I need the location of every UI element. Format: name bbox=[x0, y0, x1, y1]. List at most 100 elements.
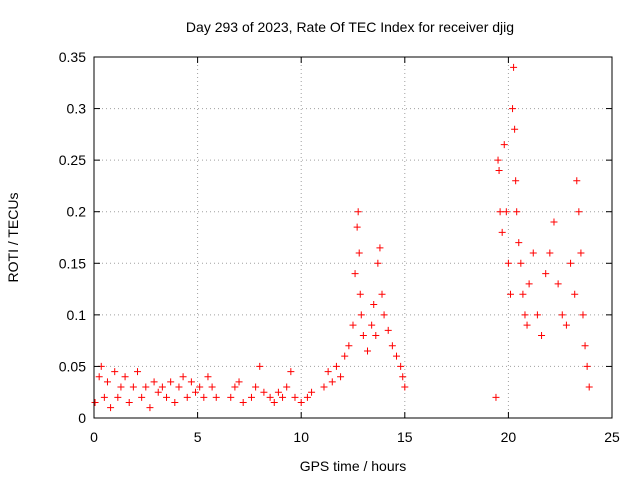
data-point bbox=[354, 208, 362, 216]
data-point bbox=[401, 383, 409, 391]
data-point bbox=[356, 290, 364, 298]
data-point bbox=[303, 393, 311, 401]
data-point bbox=[117, 383, 125, 391]
data-point bbox=[517, 259, 525, 267]
data-point bbox=[525, 280, 533, 288]
data-point bbox=[125, 399, 133, 407]
y-tick-label: 0.1 bbox=[67, 307, 87, 323]
data-point bbox=[297, 399, 305, 407]
data-point bbox=[183, 393, 191, 401]
data-point bbox=[562, 321, 570, 329]
data-point bbox=[571, 290, 579, 298]
x-tick-label: 10 bbox=[293, 429, 309, 445]
y-tick-label: 0.35 bbox=[59, 49, 86, 65]
x-tick-label: 20 bbox=[501, 429, 517, 445]
data-point bbox=[121, 373, 129, 381]
data-point bbox=[359, 331, 367, 339]
data-point bbox=[506, 290, 514, 298]
x-tick-label: 25 bbox=[604, 429, 620, 445]
data-point bbox=[512, 177, 520, 185]
data-point bbox=[270, 399, 278, 407]
y-tick-label: 0.05 bbox=[59, 358, 86, 374]
data-point bbox=[212, 393, 220, 401]
data-point bbox=[187, 378, 195, 386]
data-point bbox=[167, 378, 175, 386]
data-point bbox=[138, 393, 146, 401]
data-point bbox=[393, 352, 401, 360]
data-point bbox=[150, 378, 158, 386]
plot-frame bbox=[93, 56, 613, 419]
data-point bbox=[345, 342, 353, 350]
data-point bbox=[114, 393, 122, 401]
data-point bbox=[494, 156, 502, 164]
data-point bbox=[583, 362, 591, 370]
data-point bbox=[247, 393, 255, 401]
data-point bbox=[368, 321, 376, 329]
data-point bbox=[515, 239, 523, 247]
data-point bbox=[328, 378, 336, 386]
data-point bbox=[577, 249, 585, 257]
data-point bbox=[364, 347, 372, 355]
data-point bbox=[341, 352, 349, 360]
data-point bbox=[163, 393, 171, 401]
data-point bbox=[196, 383, 204, 391]
data-point bbox=[154, 388, 162, 396]
data-point bbox=[227, 393, 235, 401]
data-point bbox=[231, 383, 239, 391]
data-point bbox=[546, 249, 554, 257]
data-point bbox=[107, 404, 115, 412]
data-point bbox=[308, 388, 316, 396]
data-point bbox=[397, 362, 405, 370]
data-point bbox=[529, 249, 537, 257]
data-point bbox=[171, 399, 179, 407]
data-point bbox=[252, 383, 260, 391]
data-point bbox=[287, 368, 295, 376]
data-points bbox=[91, 63, 593, 412]
data-point bbox=[380, 311, 388, 319]
data-point bbox=[111, 368, 119, 376]
data-point bbox=[509, 105, 517, 113]
data-point bbox=[533, 311, 541, 319]
data-point bbox=[504, 259, 512, 267]
data-point bbox=[510, 63, 518, 71]
data-point bbox=[324, 368, 332, 376]
y-tick-label: 0 bbox=[78, 410, 86, 426]
data-point bbox=[498, 228, 506, 236]
data-point bbox=[573, 177, 581, 185]
chart-title: Day 293 of 2023, Rate Of TEC Index for r… bbox=[186, 19, 514, 35]
data-point bbox=[332, 362, 340, 370]
data-point bbox=[266, 393, 274, 401]
data-point bbox=[355, 249, 363, 257]
data-point bbox=[353, 223, 361, 231]
data-point bbox=[320, 383, 328, 391]
data-point bbox=[103, 378, 111, 386]
data-point bbox=[542, 270, 550, 278]
data-point bbox=[495, 166, 503, 174]
data-point bbox=[256, 362, 264, 370]
grid bbox=[94, 57, 612, 418]
data-point bbox=[519, 290, 527, 298]
data-point bbox=[337, 373, 345, 381]
data-point bbox=[538, 331, 546, 339]
data-point bbox=[357, 311, 365, 319]
data-point bbox=[179, 373, 187, 381]
data-point bbox=[279, 393, 287, 401]
data-point bbox=[100, 393, 108, 401]
data-point bbox=[274, 388, 282, 396]
data-point bbox=[496, 208, 504, 216]
data-point bbox=[374, 259, 382, 267]
data-point bbox=[200, 393, 208, 401]
data-point bbox=[575, 208, 583, 216]
data-point bbox=[384, 326, 392, 334]
data-point bbox=[235, 378, 243, 386]
y-axis-label: ROTI / TECUs bbox=[5, 193, 21, 283]
x-axis-label: GPS time / hours bbox=[300, 458, 407, 474]
data-point bbox=[351, 270, 359, 278]
data-point bbox=[208, 383, 216, 391]
data-point bbox=[134, 368, 142, 376]
y-tick-label: 0.2 bbox=[67, 204, 87, 220]
data-point bbox=[260, 388, 268, 396]
data-point bbox=[291, 393, 299, 401]
data-point bbox=[95, 373, 103, 381]
